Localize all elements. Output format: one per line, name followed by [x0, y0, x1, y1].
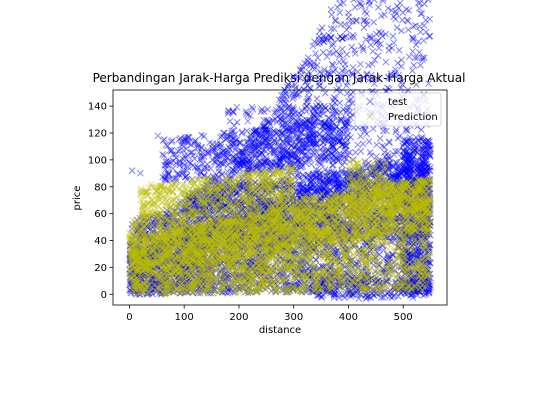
data-point-test	[366, 139, 372, 145]
data-point-test	[413, 42, 419, 48]
data-point-test	[381, 144, 387, 150]
data-point-test	[361, 25, 367, 31]
data-point-test	[377, 135, 383, 141]
data-point-test	[358, 133, 364, 139]
data-point-test	[385, 5, 391, 11]
data-point-test	[415, 39, 421, 45]
data-point-test	[328, 35, 334, 41]
data-point-test	[358, 148, 364, 154]
data-point-test	[351, 0, 357, 3]
data-point-test	[336, 59, 342, 65]
data-point-test	[398, 28, 404, 34]
data-point-test	[417, 62, 423, 68]
data-point-test	[304, 103, 310, 109]
data-point-test	[421, 38, 427, 44]
data-point-test	[421, 1, 427, 7]
data-point-test	[417, 29, 423, 35]
data-point-test	[335, 36, 341, 42]
plot-area	[126, 0, 433, 302]
data-point-test	[395, 148, 401, 154]
data-point-test	[339, 46, 345, 52]
data-point-test	[357, 61, 363, 67]
data-point-test	[360, 141, 366, 147]
data-point-test	[371, 19, 377, 25]
data-point-test	[375, 4, 381, 10]
data-point-test	[423, 17, 429, 23]
data-point-test	[427, 33, 433, 39]
data-point-test	[418, 11, 424, 17]
data-point-test	[396, 47, 402, 53]
data-point-test	[418, 127, 424, 133]
data-point-test	[383, 31, 389, 37]
data-point-test	[370, 48, 376, 54]
data-point-test	[337, 0, 343, 2]
data-point-test	[374, 142, 380, 148]
data-point-test	[427, 16, 433, 22]
data-point-test	[388, 7, 394, 13]
data-point-test	[390, 33, 396, 39]
data-point-test	[397, 0, 403, 6]
data-point-test	[383, 59, 389, 65]
data-point-test	[353, 18, 359, 24]
data-point-test	[362, 9, 368, 15]
data-point-test	[319, 25, 325, 31]
data-point-test	[328, 6, 334, 12]
data-point-test	[328, 26, 334, 32]
data-point-test	[337, 10, 343, 16]
data-point-test	[347, 18, 353, 24]
data-point-test	[421, 23, 427, 29]
data-point-test	[395, 60, 401, 66]
data-point-test	[368, 42, 374, 48]
data-point-test	[391, 14, 397, 20]
data-point-test	[416, 5, 422, 11]
data-point-test	[219, 171, 225, 177]
data-point-test	[344, 52, 350, 58]
data-point-test	[314, 96, 320, 102]
data-point-test	[303, 103, 309, 109]
data-point-test	[373, 31, 379, 37]
data-point-test	[417, 24, 423, 30]
data-point-test	[350, 64, 356, 70]
data-point-test	[359, 3, 365, 9]
data-point-test	[329, 162, 335, 168]
data-point-test	[352, 149, 358, 155]
data-point-test	[406, 54, 412, 60]
data-point-test	[394, 25, 400, 31]
data-point-test	[419, 11, 425, 17]
data-point-test	[411, 62, 417, 68]
data-point-test	[308, 161, 314, 167]
data-point-test	[355, 142, 361, 148]
data-point-test	[346, 98, 352, 104]
data-point-test	[346, 14, 352, 20]
data-point-test	[395, 135, 401, 141]
data-point-test	[389, 45, 395, 51]
data-point-test	[334, 4, 340, 10]
data-point-test	[426, 33, 432, 39]
data-point-test	[375, 53, 381, 59]
data-point-test	[338, 21, 344, 27]
data-point-test	[410, 48, 416, 54]
data-point-test	[386, 86, 392, 92]
data-point-test	[352, 4, 358, 10]
data-point-test	[412, 23, 418, 29]
data-point-test	[379, 143, 385, 149]
data-point-test	[405, 27, 411, 33]
data-point-test	[331, 26, 337, 32]
data-point-test	[410, 36, 416, 42]
data-point-test	[317, 28, 323, 34]
data-point-test	[364, 18, 370, 24]
data-point-test	[329, 12, 335, 18]
data-point-test	[410, 24, 416, 30]
